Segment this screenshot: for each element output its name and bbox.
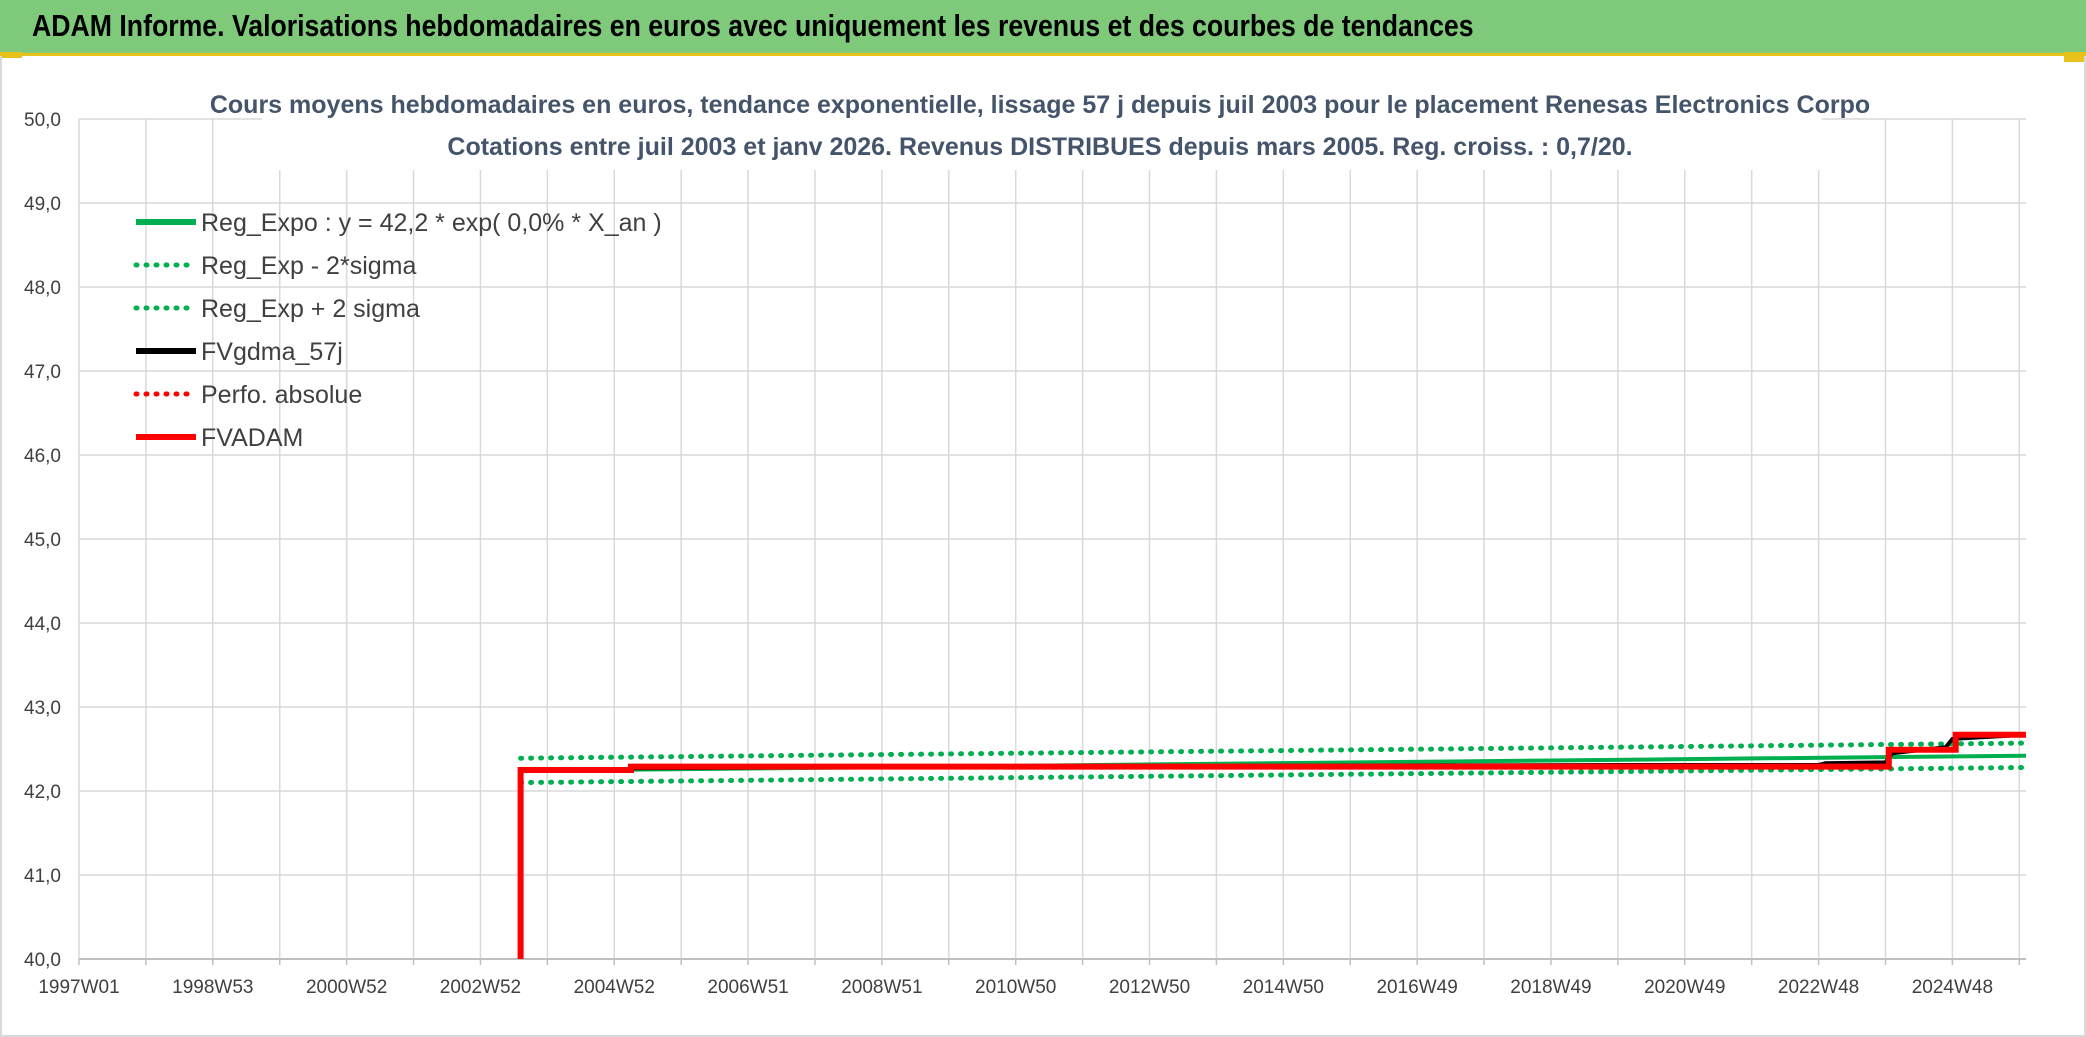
legend-label: FVgdma_57j <box>201 338 343 366</box>
y-tick-label: 48,0 <box>24 278 61 299</box>
y-tick-label: 41,0 <box>24 866 61 887</box>
x-tick-label: 2020W49 <box>1644 977 1725 998</box>
y-tick-label: 44,0 <box>24 614 61 635</box>
chart-frame <box>0 56 2086 1037</box>
y-tick-label: 50,0 <box>24 110 61 131</box>
x-tick-label: 1997W01 <box>38 977 119 998</box>
series-group <box>517 731 2029 959</box>
x-tick-label: 2010W50 <box>975 977 1056 998</box>
series-line-3 <box>518 740 2029 761</box>
series-line-6 <box>517 731 2026 959</box>
y-tick-label: 43,0 <box>24 698 61 719</box>
y-tick-label: 49,0 <box>24 194 61 215</box>
x-tick-label: 2022W48 <box>1778 977 1859 998</box>
series-line-2 <box>518 765 2029 786</box>
grid-lines <box>78 118 2026 960</box>
legend: Reg_Expo : y = 42,2 * exp( 0,0% * X_an )… <box>133 209 662 452</box>
legend-label: Reg_Exp - 2*sigma <box>201 252 416 280</box>
axes: 40,0 41,0 42,0 43,0 44,0 45,0 46,0 47,0 48,0 49,0… <box>24 110 2026 998</box>
x-tick-label: 2014W50 <box>1243 977 1324 998</box>
y-tick-label: 45,0 <box>24 530 61 551</box>
x-tick-label: 2018W49 <box>1510 977 1591 998</box>
y-tick-label: 42,0 <box>24 782 61 803</box>
y-tick-label: 46,0 <box>24 446 61 467</box>
banner-title: ADAM Informe. Valorisations hebdomadaire… <box>32 8 1474 43</box>
x-tick-label: 2004W52 <box>574 977 655 998</box>
banner-accent-left <box>0 52 22 58</box>
legend-label: FVADAM <box>201 424 303 452</box>
x-tick-label: 2012W50 <box>1109 977 1190 998</box>
x-tick-label: 2008W51 <box>841 977 922 998</box>
x-tick-label: 2024W48 <box>1912 977 1993 998</box>
x-tick-label: 2000W52 <box>306 977 387 998</box>
chart-subtitle: Cotations entre juil 2003 et janv 2026. … <box>447 133 1632 161</box>
legend-label: Reg_Expo : y = 42,2 * exp( 0,0% * X_an ) <box>201 209 662 237</box>
top-banner: ADAM Informe. Valorisations hebdomadaire… <box>0 0 2086 56</box>
x-tick-label: 2016W49 <box>1376 977 1457 998</box>
x-tick-label: 1998W53 <box>172 977 253 998</box>
chart-title: Cours moyens hebdomadaires en euros, ten… <box>210 91 1870 119</box>
y-tick-label: 47,0 <box>24 362 61 383</box>
title-background <box>262 86 1822 170</box>
legend-label: Reg_Exp + 2 sigma <box>201 295 420 323</box>
x-tick-label: 2006W51 <box>707 977 788 998</box>
y-tick-label: 40,0 <box>24 950 61 971</box>
banner-accent-right <box>2064 52 2086 62</box>
legend-label: Perfo. absolue <box>201 381 362 409</box>
x-tick-label: 2002W52 <box>440 977 521 998</box>
